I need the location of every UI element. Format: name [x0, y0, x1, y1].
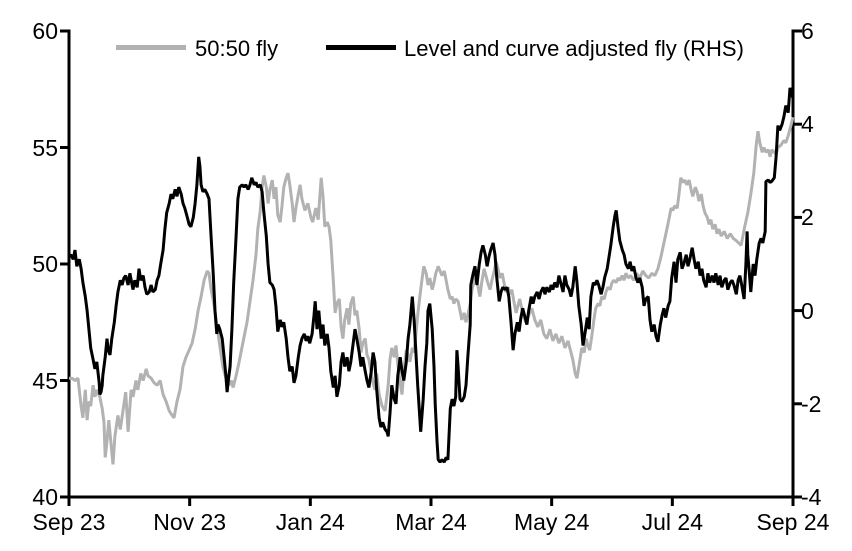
- legend-label-level-curve-adjusted-fly: Level and curve adjusted fly (RHS): [404, 36, 744, 61]
- x-tick-label-sep-24: Sep 24: [756, 509, 830, 535]
- x-tick-label-sep-23: Sep 23: [32, 509, 106, 535]
- legend-line-sample-black: [326, 45, 396, 50]
- x-tick-label-jul-24: Jul 24: [641, 509, 704, 535]
- y-right-tick-label-4: 4: [801, 111, 814, 138]
- y-right-tick-label-0: 0: [801, 297, 814, 324]
- y-left-tick-label-55: 55: [32, 134, 58, 161]
- x-tick-label-may-24: May 24: [513, 509, 590, 535]
- y-left-tick-label-40: 40: [32, 484, 58, 510]
- y-right-tick-label--4: -4: [801, 484, 822, 510]
- x-tick-label-jan-24: Jan 24: [275, 509, 345, 535]
- y-left-tick-label-60: 60: [32, 18, 58, 44]
- y-right-tick-label-2: 2: [801, 204, 814, 231]
- y-right-tick-label--2: -2: [801, 390, 822, 417]
- series-line-1: [67, 87, 795, 464]
- y-right-tick-label-6: 6: [801, 18, 814, 44]
- legend-line-sample-gray: [116, 45, 186, 50]
- x-tick-label-nov-23: Nov 23: [153, 509, 227, 535]
- legend-label-5050-fly: 50:50 fly: [195, 36, 279, 61]
- y-left-tick-label-45: 45: [32, 367, 58, 394]
- series-line-0: [69, 116, 795, 465]
- y-left-tick-label-50: 50: [32, 251, 58, 277]
- x-tick-label-mar-24: Mar 24: [395, 509, 467, 535]
